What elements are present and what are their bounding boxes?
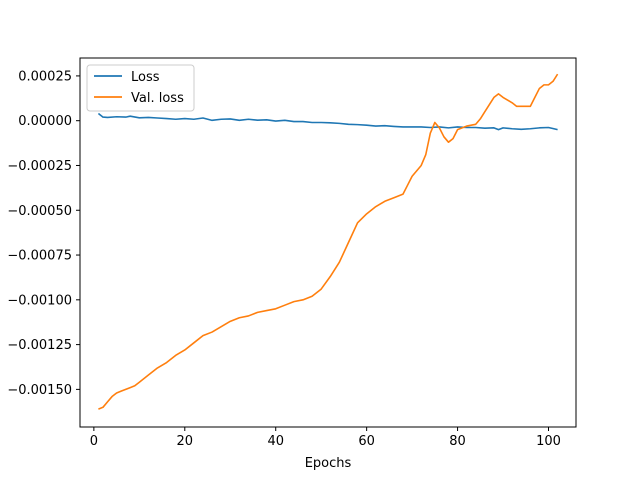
- y-axis: 0.00025 0.00000 −0.00025 −0.00050 −0.00075 −0…: [7, 69, 80, 398]
- y-tick-label: −0.00150: [7, 383, 72, 398]
- x-axis-title: Epochs: [305, 456, 352, 471]
- series-line-loss: [97, 112, 558, 131]
- y-tick-label: −0.00125: [7, 338, 72, 353]
- y-tick-label: −0.00050: [7, 204, 72, 219]
- y-tick-label: −0.00100: [7, 293, 72, 308]
- x-tick-label: 100: [536, 434, 561, 449]
- x-tick-label: 0: [90, 434, 98, 449]
- series-layer: [97, 73, 559, 410]
- legend: Loss Val. loss: [86, 64, 195, 112]
- plot-frame: [79, 57, 577, 428]
- x-tick-label: 20: [177, 434, 194, 449]
- legend-label-loss: Loss: [131, 70, 160, 85]
- y-tick-label: 0.00000: [18, 114, 72, 129]
- y-tick-label: −0.00075: [7, 249, 72, 264]
- x-axis: 0 20 40 60 80 100: [90, 427, 561, 449]
- y-tick-label: −0.00025: [7, 159, 72, 174]
- x-tick-label: 40: [267, 434, 284, 449]
- y-tick-label: 0.00025: [18, 69, 72, 84]
- x-tick-label: 80: [449, 434, 466, 449]
- x-tick-label: 60: [358, 434, 375, 449]
- series-line-val-loss: [98, 73, 559, 410]
- legend-label-val-loss: Val. loss: [131, 91, 184, 106]
